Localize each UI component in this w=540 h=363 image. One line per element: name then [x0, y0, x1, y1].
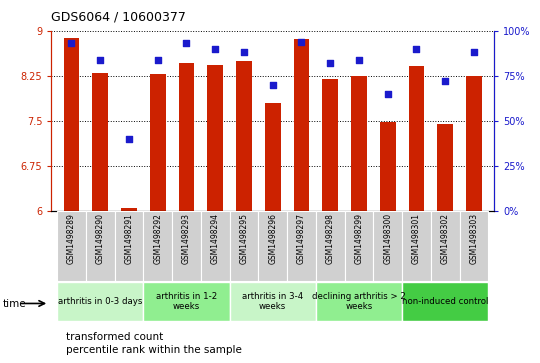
Point [67, 41, 76, 46]
Bar [143, 282, 230, 321]
Bar [437, 124, 453, 211]
Bar [143, 211, 172, 281]
Bar [258, 211, 287, 281]
Bar [57, 211, 86, 281]
Bar [373, 211, 402, 281]
Point [182, 41, 191, 46]
Point [412, 46, 421, 52]
Text: GSM1498301: GSM1498301 [412, 213, 421, 264]
Text: transformed count: transformed count [66, 332, 164, 342]
Point [383, 91, 392, 97]
Text: GDS6064 / 10600377: GDS6064 / 10600377 [51, 11, 186, 24]
Text: GSM1498297: GSM1498297 [297, 213, 306, 264]
Bar [294, 38, 309, 211]
Text: declining arthritis > 2
weeks: declining arthritis > 2 weeks [312, 292, 406, 311]
Bar [150, 74, 166, 211]
Text: GSM1498303: GSM1498303 [469, 213, 478, 264]
Bar [57, 282, 143, 321]
Bar [466, 76, 482, 211]
Text: GSM1498294: GSM1498294 [211, 213, 220, 264]
Point [326, 60, 334, 66]
Bar [236, 61, 252, 211]
Bar [380, 122, 396, 211]
Bar [230, 211, 258, 281]
Text: GSM1498298: GSM1498298 [326, 213, 335, 264]
Point [441, 78, 449, 84]
Bar [402, 211, 431, 281]
Bar [121, 208, 137, 211]
Text: percentile rank within the sample: percentile rank within the sample [66, 345, 242, 355]
Bar [402, 282, 488, 321]
Bar [460, 211, 488, 281]
Point [125, 136, 133, 142]
Text: arthritis in 1-2
weeks: arthritis in 1-2 weeks [156, 292, 217, 311]
Bar [316, 282, 402, 321]
Text: GSM1498296: GSM1498296 [268, 213, 277, 264]
Point [268, 82, 277, 87]
Bar [351, 76, 367, 211]
Point [355, 57, 363, 62]
Bar [201, 211, 230, 281]
Bar [179, 62, 194, 211]
Text: GSM1498299: GSM1498299 [354, 213, 363, 264]
Text: GSM1498290: GSM1498290 [96, 213, 105, 264]
Text: GSM1498293: GSM1498293 [182, 213, 191, 264]
Bar [322, 79, 338, 211]
Text: GSM1498302: GSM1498302 [441, 213, 450, 264]
Bar [409, 66, 424, 211]
Bar [172, 211, 201, 281]
Text: arthritis in 3-4
weeks: arthritis in 3-4 weeks [242, 292, 303, 311]
Bar [86, 211, 114, 281]
Bar [230, 282, 316, 321]
Bar [431, 211, 460, 281]
Text: GSM1498289: GSM1498289 [67, 213, 76, 264]
Text: non-induced control: non-induced control [402, 297, 488, 306]
Bar [287, 211, 316, 281]
Text: GSM1498292: GSM1498292 [153, 213, 162, 264]
Bar [265, 103, 281, 211]
Bar [92, 73, 108, 211]
Text: time: time [3, 299, 26, 309]
Bar [64, 38, 79, 211]
Point [470, 49, 478, 55]
Bar [345, 211, 373, 281]
Bar [207, 65, 223, 211]
Bar [316, 211, 345, 281]
Point [240, 49, 248, 55]
Text: GSM1498295: GSM1498295 [239, 213, 248, 264]
Point [96, 57, 105, 62]
Text: GSM1498291: GSM1498291 [124, 213, 133, 264]
Text: GSM1498300: GSM1498300 [383, 213, 392, 264]
Point [211, 46, 220, 52]
Point [297, 39, 306, 45]
Bar [114, 211, 143, 281]
Text: arthritis in 0-3 days: arthritis in 0-3 days [58, 297, 143, 306]
Point [153, 57, 162, 62]
